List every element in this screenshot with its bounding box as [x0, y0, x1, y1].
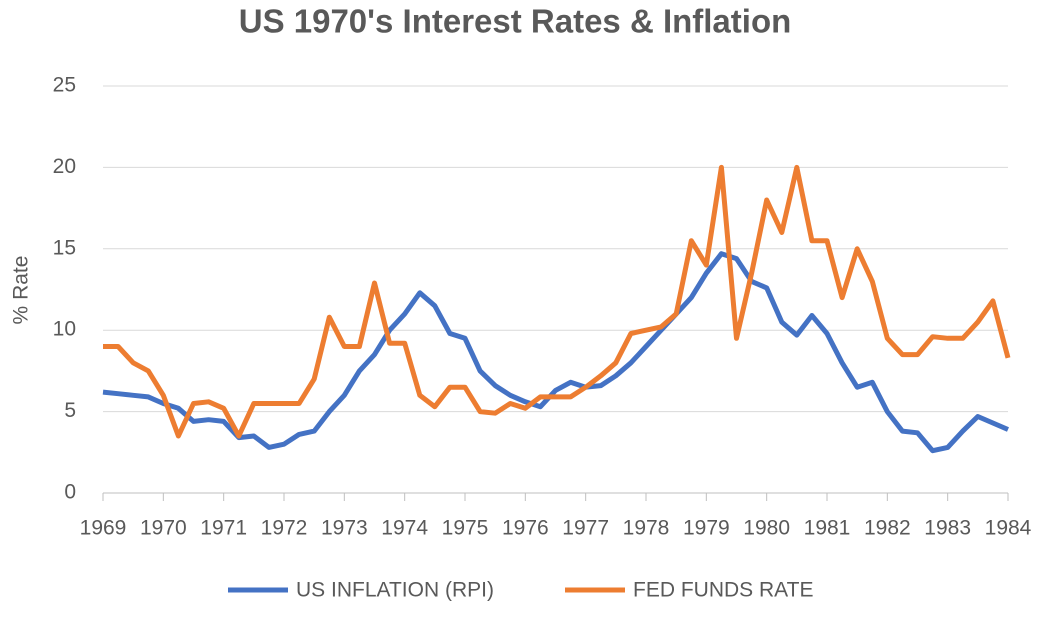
x-tick-label: 1977	[562, 517, 609, 540]
y-tick-label: 25	[53, 74, 76, 97]
x-tick-label: 1969	[80, 517, 127, 540]
legend-label: US INFLATION (RPI)	[296, 579, 494, 602]
line-series	[102, 251, 1009, 454]
x-tick-label: 1981	[804, 517, 851, 540]
y-tick-label: 5	[64, 399, 76, 422]
line-series	[103, 164, 1011, 439]
x-tick-label: 1984	[985, 517, 1032, 540]
x-tick-label: 1980	[743, 517, 790, 540]
y-axis-label: % Rate	[10, 256, 33, 325]
x-tick-label: 1979	[683, 517, 730, 540]
x-tick-label: 1982	[864, 517, 911, 540]
x-tick-label: 1983	[924, 517, 971, 540]
y-tick-label: 0	[64, 481, 76, 504]
x-tick-label: 1976	[502, 517, 549, 540]
x-tick-label: 1971	[200, 517, 247, 540]
x-tick-label: 1978	[623, 517, 670, 540]
x-tick-label: 1972	[261, 517, 308, 540]
chart-title: US 1970's Interest Rates & Inflation	[239, 3, 792, 40]
x-tick-label: 1973	[321, 517, 368, 540]
y-tick-label: 20	[53, 155, 76, 178]
legend-label: FED FUNDS RATE	[633, 579, 813, 602]
x-tick-label: 1975	[442, 517, 489, 540]
y-tick-label: 15	[53, 236, 76, 259]
x-tick-label: 1974	[381, 517, 428, 540]
y-tick-label: 10	[53, 318, 76, 341]
x-tick-label: 1970	[140, 517, 187, 540]
